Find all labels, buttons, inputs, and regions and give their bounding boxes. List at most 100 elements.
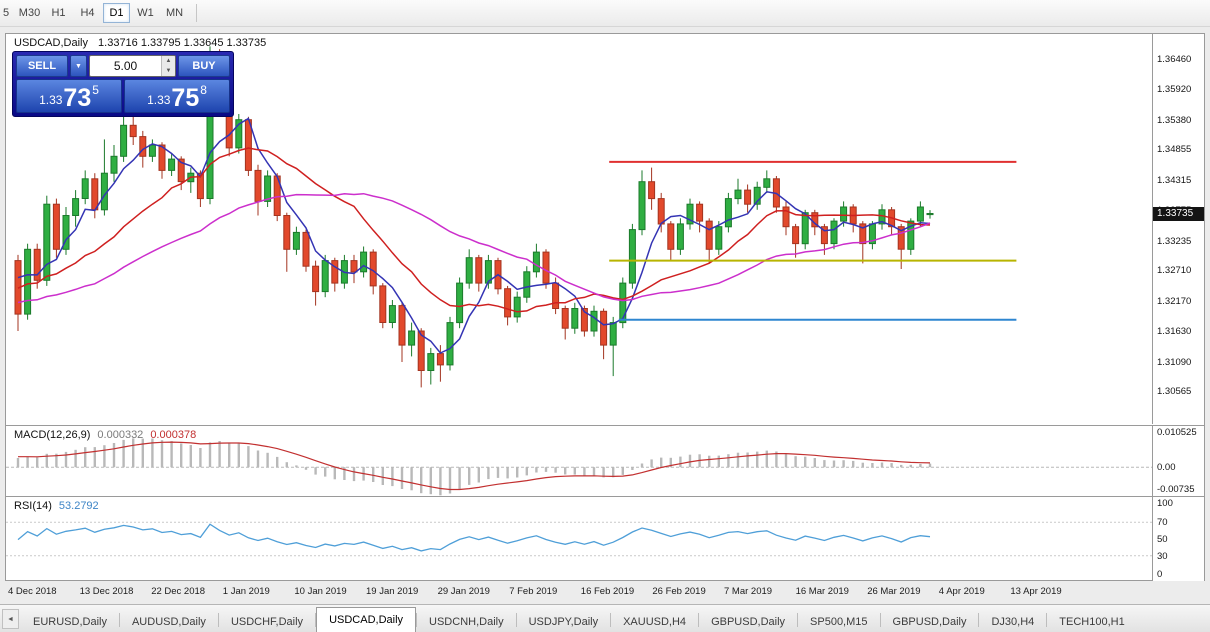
date-label: 26 Feb 2019 [652, 586, 706, 597]
price-axis-label: 1.31630 [1157, 326, 1192, 338]
tab-usdjpy-daily[interactable]: USDJPY,Daily [528, 615, 599, 628]
tab-separator [315, 613, 317, 627]
buy-price-big-digits: 75 [171, 84, 200, 112]
sell-price-prefix: 1.33 [39, 93, 63, 107]
macd-title: MACD(12,26,9) 0.000332 0.000378 [14, 429, 196, 441]
tab-separator [118, 613, 120, 627]
timeframe-button-h4[interactable]: H4 [80, 7, 95, 19]
trade-options-dropdown[interactable]: ▼ [70, 55, 87, 77]
tab-audusd-daily[interactable]: AUDUSD,Daily [131, 615, 206, 628]
tab-xauusd-h4[interactable]: XAUUSD,H4 [623, 615, 687, 628]
timeframe-button-m30[interactable]: M30 [18, 7, 41, 19]
chevron-down-icon: ▼ [75, 62, 82, 70]
tab-separator [797, 613, 799, 627]
buy-price-button[interactable]: 1.33 75 8 [124, 79, 230, 113]
price-axis-label: 1.31090 [1157, 356, 1192, 368]
tab-gbpusd-daily[interactable]: GBPUSD,Daily [711, 615, 786, 628]
date-label: 19 Jan 2019 [366, 586, 419, 597]
tab-separator [1046, 613, 1048, 627]
date-label: 16 Mar 2019 [795, 586, 849, 597]
sell-price-pipette: 5 [92, 83, 99, 97]
current-price-badge: 1.33735 [1153, 206, 1204, 221]
date-axis[interactable]: 4 Dec 2018 13 Dec 2018 22 Dec 2018 1 Jan 20… [5, 581, 1205, 603]
date-label: 22 Dec 2018 [151, 586, 206, 597]
rsi-axis-label: 30 [1157, 550, 1168, 562]
price-axis-label: 1.33235 [1157, 235, 1192, 247]
volume-down-button[interactable]: ▼ [162, 66, 175, 76]
tab-scroll-left-button[interactable]: ◄ [2, 609, 19, 629]
rsi-plot[interactable] [6, 497, 1152, 581]
toolbar-separator [196, 4, 197, 22]
tab-separator [217, 613, 219, 627]
sell-button[interactable]: SELL [16, 55, 68, 77]
date-label: 4 Apr 2019 [938, 586, 985, 597]
tab-eurusd-daily[interactable]: EURUSD,Daily [33, 615, 107, 628]
buy-button[interactable]: BUY [178, 55, 230, 77]
macd-axis-label: 0.00 [1157, 462, 1176, 474]
price-axis-label: 1.32170 [1157, 295, 1192, 307]
sell-price-button[interactable]: 1.33 73 5 [16, 79, 122, 113]
chart-ohlc-title: USDCAD,Daily 1.33716 1.33795 1.33645 1.3… [14, 37, 266, 49]
tab-separator [978, 613, 980, 627]
timeframe-button-mn[interactable]: MN [165, 7, 184, 19]
volume-input[interactable]: 5.00 ▲ ▼ [89, 55, 176, 77]
tab-usdcad-daily[interactable]: USDCAD,Daily [316, 607, 417, 632]
price-axis-label: 1.30565 [1157, 386, 1192, 398]
tab-gbpusd-daily[interactable]: GBPUSD,Daily [892, 615, 967, 628]
date-label: 16 Feb 2019 [580, 586, 635, 597]
macd-pane[interactable]: MACD(12,26,9) 0.000332 0.000378 0.010525 0.… [6, 425, 1204, 496]
date-label: 13 Dec 2018 [79, 586, 134, 597]
buy-price-prefix: 1.33 [147, 93, 171, 107]
timeframe-button-d1[interactable]: D1 [103, 3, 130, 23]
date-label: 13 Apr 2019 [1010, 586, 1062, 597]
price-pane[interactable]: USDCAD,Daily 1.33716 1.33795 1.33645 1.3… [6, 34, 1204, 424]
macd-axis[interactable]: 0.010525 0.00 -0.00735 [1152, 426, 1204, 496]
one-click-trading-panel: SELL ▼ 5.00 ▲ ▼ BUY 1.33 [12, 51, 234, 117]
date-label: 29 Jan 2019 [437, 586, 490, 597]
volume-up-button[interactable]: ▲ [162, 56, 175, 66]
tab-separator [515, 613, 517, 627]
price-axis-label: 1.34855 [1157, 144, 1192, 156]
tab-dj30-h4[interactable]: DJ30,H4 [991, 615, 1035, 628]
timeframe-button-h1[interactable]: H1 [51, 7, 66, 19]
price-axis[interactable]: 1.33735 1.36460 1.35920 1.35380 1.34855 1.34… [1152, 34, 1204, 424]
date-label: 7 Feb 2019 [509, 586, 558, 597]
macd-plot[interactable] [6, 426, 1152, 496]
macd-main-value: 0.000332 [97, 429, 144, 441]
tab-usdchf-daily[interactable]: USDCHF,Daily [230, 615, 304, 628]
chart-area[interactable]: USDCAD,Daily 1.33716 1.33795 1.33645 1.3… [5, 33, 1205, 581]
buy-price-pipette: 8 [200, 83, 207, 97]
price-axis-label: 1.32710 [1157, 265, 1192, 277]
chart-ohlc-values: 1.33716 1.33795 1.33645 1.33735 [98, 37, 267, 49]
price-axis-label: 1.35920 [1157, 84, 1192, 96]
rsi-title: RSI(14) 53.2792 [14, 500, 99, 512]
tab-sp500-m15[interactable]: SP500,M15 [810, 615, 868, 628]
rsi-axis-label: 70 [1157, 517, 1168, 529]
candlestick-plot[interactable] [6, 34, 1152, 424]
macd-signal-value: 0.000378 [150, 429, 197, 441]
tab-separator [610, 613, 612, 627]
rsi-axis[interactable]: 100 70 50 30 0 [1152, 497, 1204, 581]
date-label: 26 Mar 2019 [867, 586, 921, 597]
chart-symbol-label: USDCAD,Daily [14, 37, 88, 49]
date-label: 7 Mar 2019 [724, 586, 773, 597]
rsi-axis-label: 100 [1157, 498, 1173, 509]
tab-usdcnh-daily[interactable]: USDCNH,Daily [429, 615, 504, 628]
date-label: 10 Jan 2019 [294, 586, 347, 597]
tab-tech100-h1[interactable]: TECH100,H1 [1059, 615, 1125, 628]
rsi-pane[interactable]: RSI(14) 53.2792 100 70 50 30 0 [6, 496, 1204, 581]
macd-axis-label: 0.010525 [1157, 427, 1197, 438]
macd-title-label: MACD(12,26,9) [14, 429, 91, 441]
chart-tab-bar: ◄ EURUSD,Daily AUDUSD,Daily USDCHF,Daily USD… [0, 604, 1210, 632]
timeframe-button-w1[interactable]: W1 [137, 7, 154, 19]
rsi-axis-label: 50 [1157, 534, 1168, 545]
timeframe-button-5[interactable]: 5 [3, 7, 10, 19]
tab-separator [698, 613, 700, 627]
volume-value[interactable]: 5.00 [113, 59, 138, 73]
date-label: 4 Dec 2018 [8, 586, 57, 597]
price-axis-label: 1.36460 [1157, 53, 1192, 65]
tab-separator [416, 613, 418, 627]
volume-spinner: ▲ ▼ [161, 56, 175, 76]
rsi-value: 53.2792 [58, 500, 99, 512]
